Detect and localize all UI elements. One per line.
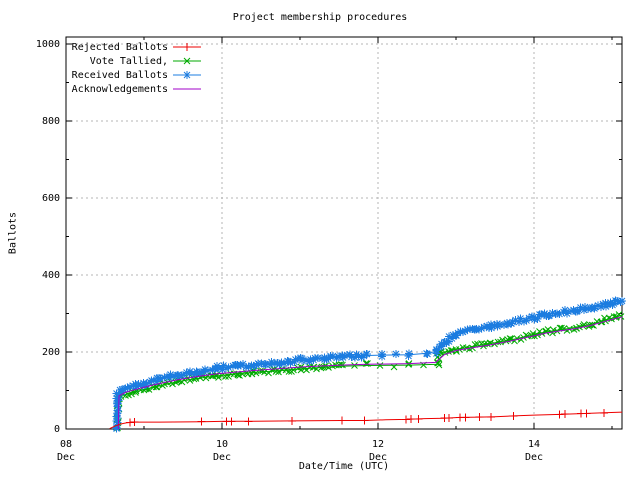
x-tick-label: 14: [528, 439, 540, 450]
legend-label: Rejected Ballots: [71, 41, 168, 53]
legend-item: Vote Tallied,: [68, 54, 202, 68]
legend-swatch-star-icon: [173, 71, 201, 79]
legend-label: Received Ballots: [71, 69, 168, 81]
legend-label: Acknowledgements: [71, 83, 168, 95]
x-tick-label: 10: [216, 439, 228, 450]
legend: Rejected Ballots Vote Tallied, Received Ba…: [68, 40, 202, 96]
legend-swatch-none-icon: [173, 88, 201, 90]
chart-title: Project membership procedures: [232, 12, 408, 23]
y-tick-label: 600: [42, 193, 60, 204]
series-markers-1: [112, 296, 626, 433]
y-tick-label: 0: [54, 424, 60, 435]
x-axis-label: Date/Time (UTC): [298, 461, 390, 472]
y-tick-label: 200: [42, 347, 60, 358]
x-tick-label: 08: [60, 439, 72, 450]
y-tick-label: 400: [42, 270, 60, 281]
y-tick-label: 800: [42, 116, 60, 127]
y-tick-label: 1000: [36, 39, 60, 50]
series-line-2: [117, 316, 623, 430]
x-tick-label: Dec: [57, 452, 75, 463]
x-tick-label: Dec: [213, 452, 231, 463]
legend-item: Acknowledgements: [68, 82, 202, 96]
y-axis-label: Ballots: [7, 211, 19, 255]
legend-swatch-cross-icon: [173, 57, 201, 65]
x-tick-label: 12: [372, 439, 384, 450]
x-tick-label: Dec: [525, 452, 543, 463]
legend-swatch-plus-icon: [173, 43, 201, 51]
legend-label: Vote Tallied,: [89, 55, 168, 67]
plot-frame: [65, 36, 623, 430]
series-markers-3: [126, 409, 608, 427]
legend-item: Rejected Ballots: [68, 40, 202, 54]
legend-item: Received Ballots: [68, 68, 202, 82]
x-tick-label: Dec: [369, 452, 387, 463]
